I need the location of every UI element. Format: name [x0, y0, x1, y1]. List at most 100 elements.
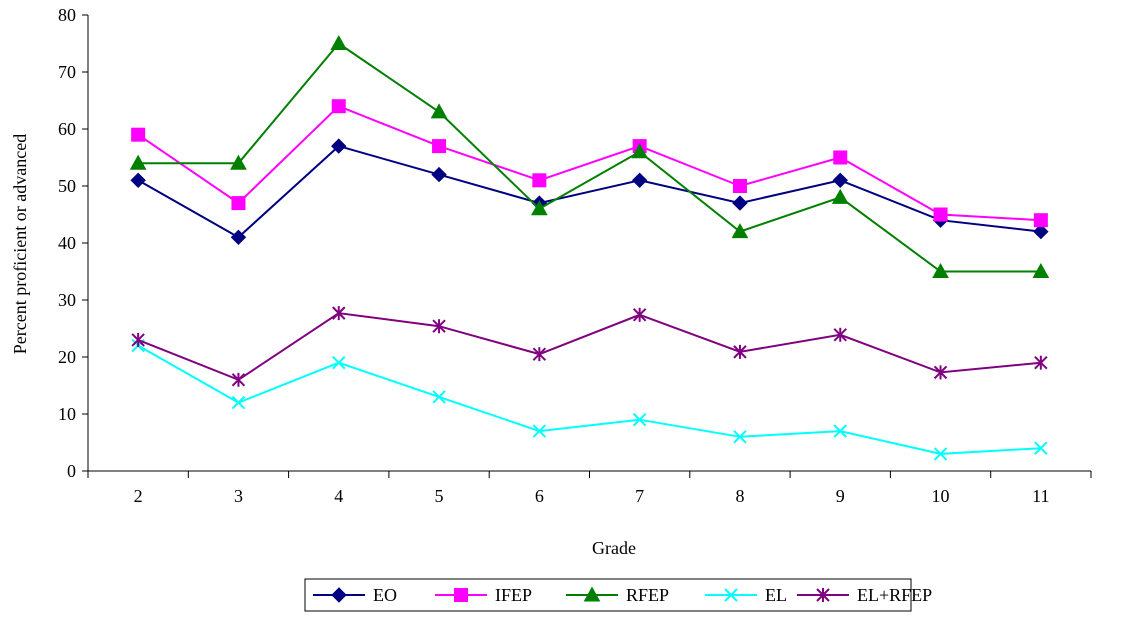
legend-marker-ifep: [454, 588, 468, 602]
y-tick-label: 30: [58, 290, 76, 310]
data-point-rfep: [129, 154, 147, 170]
data-point-eo: [631, 172, 648, 189]
legend-label-ifep: IFEP: [495, 585, 532, 605]
series-line-el: [137, 344, 1041, 455]
x-tick-label: 9: [836, 486, 845, 506]
data-point-el: [632, 412, 647, 427]
legend: EO IFEP RFEP EL EL+RFEP: [304, 578, 932, 612]
series-el: [131, 338, 1048, 461]
data-point-eo: [230, 229, 247, 246]
legend-marker-el-stroke: [724, 588, 738, 602]
data-point-el-stroke: [833, 424, 847, 438]
data-point-ifep: [131, 127, 146, 142]
legend-label-el: EL: [765, 585, 787, 605]
legend-item-rfep: RFEP: [566, 585, 669, 605]
series-line-ifep: [137, 105, 1041, 222]
legend-marker-rfep: [583, 586, 601, 602]
data-point-el: [332, 355, 346, 370]
data-point-rfep: [631, 143, 648, 159]
legend-marker-el-rfep: [816, 588, 830, 602]
legend-label-el-rfep: EL+RFEP: [857, 585, 932, 605]
data-point-el-rfep: [432, 319, 446, 334]
data-point-el-rfep: [532, 347, 547, 362]
data-point-rfep: [330, 34, 348, 50]
data-point-el-stroke: [231, 395, 246, 410]
data-point-ifep: [833, 150, 848, 165]
data-point-el-rfep: [231, 372, 246, 387]
legend-item-ifep: IFEP: [435, 585, 532, 605]
x-tick-label: 2: [134, 486, 143, 506]
data-point-el: [1034, 441, 1048, 455]
data-point-rfep: [430, 103, 448, 119]
data-point-eo: [732, 195, 748, 211]
series-line-rfep: [138, 42, 1041, 273]
y-tick-label: 80: [58, 5, 76, 25]
x-axis-title: Grade: [592, 538, 636, 558]
data-point-rfep: [932, 262, 949, 278]
data-point-ifep: [1033, 213, 1048, 228]
data-point-el: [532, 424, 547, 438]
series-layer: [129, 34, 1050, 461]
legend-label-eo: EO: [373, 585, 397, 605]
data-point-el-rfep: [933, 365, 948, 380]
legend-item-el-rfep: EL+RFEP: [797, 585, 932, 605]
data-point-el-rfep: [733, 344, 747, 359]
x-tick-label: 4: [334, 486, 343, 506]
x-tick-label: 11: [1032, 486, 1049, 506]
data-point-rfep: [230, 154, 247, 170]
data-point-rfep: [831, 188, 849, 204]
data-point-el-stroke: [1034, 441, 1048, 455]
series-eo: [130, 138, 1049, 246]
legend-label-rfep: RFEP: [626, 585, 669, 605]
x-tick-label: 7: [635, 486, 644, 506]
data-point-el-stroke: [733, 430, 747, 444]
data-point-eo: [431, 166, 447, 183]
data-point-el: [733, 430, 747, 444]
series-line-eo: [137, 144, 1041, 239]
data-point-eo: [331, 138, 347, 154]
data-point-el-stroke: [933, 447, 948, 461]
data-point-el: [432, 390, 446, 404]
data-point-el: [933, 447, 948, 461]
data-point-ifep: [933, 207, 948, 222]
y-tick-label: 60: [58, 119, 76, 139]
y-tick-label: 50: [58, 176, 76, 196]
data-point-eo: [130, 172, 146, 189]
y-tick-label: 10: [58, 404, 76, 424]
y-tick-label: 40: [58, 233, 76, 253]
data-point-el-rfep: [833, 327, 847, 342]
data-point-rfep: [1032, 262, 1050, 278]
legend-item-eo: EO: [313, 585, 397, 605]
data-point-ifep: [432, 139, 447, 154]
legend-marker-eo: [331, 587, 347, 603]
data-point-el-stroke: [632, 412, 647, 427]
series-line-el-rfep: [137, 312, 1041, 381]
series-rfep: [129, 34, 1050, 278]
y-tick-label: 20: [58, 347, 76, 367]
data-point-ifep: [532, 173, 547, 188]
legend-marker-el: [724, 588, 738, 602]
data-point-el: [833, 424, 847, 438]
x-tick-label: 6: [535, 486, 544, 506]
data-point-ifep: [231, 196, 246, 211]
data-point-el-rfep: [332, 306, 346, 321]
data-point-el-rfep: [1034, 355, 1048, 370]
axes: 0 10 20 30 40 50 60 70 80 2 3 4 5 6 7 8 9 10 11: [58, 5, 1092, 506]
data-point-el-rfep: [131, 332, 145, 347]
data-point-rfep: [531, 200, 548, 216]
data-point-ifep: [732, 179, 747, 193]
data-point-ifep: [331, 99, 346, 114]
x-tick-label: 5: [435, 486, 444, 506]
data-point-el: [231, 395, 246, 410]
data-point-rfep: [731, 223, 749, 239]
y-tick-label: 0: [67, 461, 76, 481]
x-tick-label: 10: [932, 486, 950, 506]
data-point-el-stroke: [432, 390, 446, 404]
y-tick-label: 70: [58, 62, 76, 82]
data-point-el-stroke: [532, 424, 547, 438]
data-point-eo: [832, 172, 848, 189]
y-axis-title: Percent proficient or advanced: [10, 134, 30, 354]
series-ifep: [131, 99, 1048, 228]
data-point-el-rfep: [632, 307, 647, 322]
